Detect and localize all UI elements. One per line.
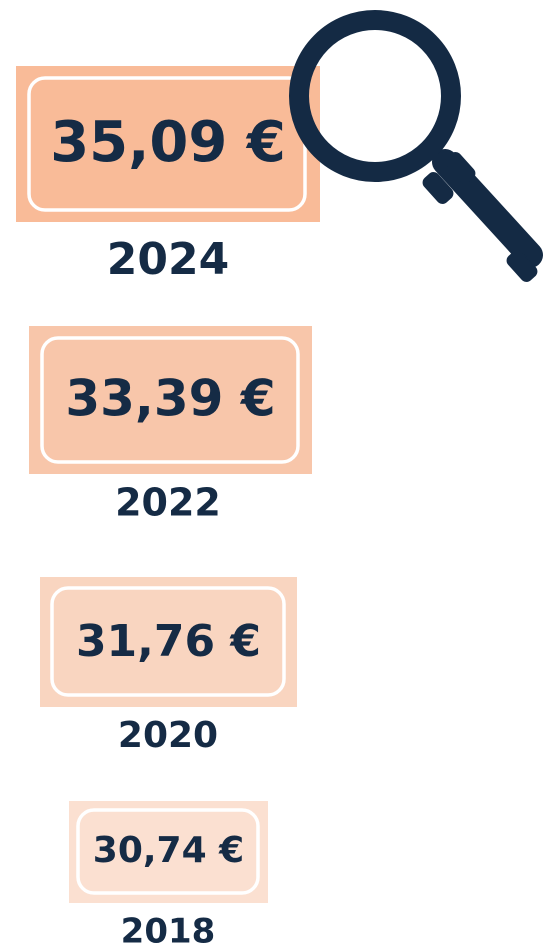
price-box-frame xyxy=(50,586,286,697)
magnifier-icon xyxy=(289,10,543,282)
handle-knob xyxy=(506,250,538,282)
year-label: 2020 xyxy=(118,715,218,756)
price-box xyxy=(40,577,297,707)
handle-knob xyxy=(422,172,454,204)
magnifier-lens xyxy=(289,10,461,182)
price-label: 30,74 € xyxy=(93,830,244,871)
price-label: 35,09 € xyxy=(50,110,286,175)
handle-knob xyxy=(444,152,476,184)
price-box-frame xyxy=(76,808,260,895)
price-box xyxy=(69,801,268,903)
year-label: 2024 xyxy=(107,234,229,285)
price-list: 35,09 € 2024 33,39 € 2022 31,76 € 2020 30,74 €… xyxy=(16,66,320,948)
price-label: 33,39 € xyxy=(65,370,275,428)
year-label: 2018 xyxy=(121,912,216,948)
price-box xyxy=(29,326,312,474)
price-label: 31,76 € xyxy=(76,616,261,667)
year-label: 2022 xyxy=(115,481,221,525)
price-box-frame xyxy=(40,336,300,464)
price-box xyxy=(16,66,320,222)
